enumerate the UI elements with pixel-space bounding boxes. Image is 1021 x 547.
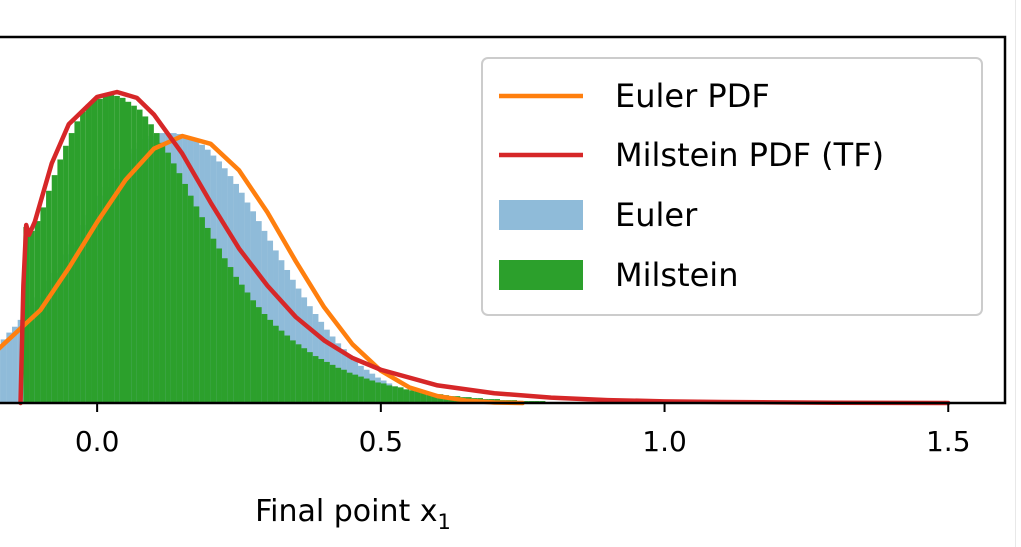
- legend-label-euler: Euler: [615, 196, 698, 234]
- milstein-histogram-bar: [414, 391, 421, 403]
- milstein-histogram-bar: [108, 93, 115, 403]
- milstein-histogram-bar: [312, 356, 319, 403]
- milstein-histogram-bar: [227, 267, 234, 403]
- milstein-histogram-bar: [261, 314, 268, 403]
- euler-histogram-bar: [12, 326, 18, 403]
- milstein-histogram-bar: [324, 361, 330, 403]
- legend-frame: [481, 57, 983, 316]
- x-tick-label: 0.0: [75, 425, 120, 458]
- milstein-histogram-bar: [273, 325, 279, 403]
- milstein-histogram-bar: [182, 183, 188, 403]
- x-tick-label: 0.5: [359, 425, 404, 458]
- x-tick-label: 1.0: [642, 425, 687, 458]
- milstein-histogram-bar: [187, 195, 194, 403]
- milstein-histogram-bar: [136, 109, 143, 404]
- legend-label-euler-pdf: Euler PDF: [615, 77, 770, 115]
- milstein-histogram-bar: [335, 367, 342, 403]
- milstein-histogram-bar: [233, 276, 239, 403]
- x-tick-label: 1.5: [926, 425, 971, 458]
- euler-histogram-bar: [0, 344, 1, 403]
- milstein-histogram-bar: [102, 94, 109, 403]
- milstein-histogram-bar: [216, 248, 222, 403]
- milstein-histogram-bar: [329, 364, 336, 403]
- plot-frame: [0, 35, 1007, 405]
- milstein-histogram-bar: [369, 380, 376, 403]
- milstein-histogram-bar: [397, 387, 404, 403]
- milstein-histogram-bar: [386, 385, 393, 403]
- milstein-histogram-bar: [352, 374, 359, 403]
- euler-histogram-bar: [0, 339, 7, 403]
- milstein-histogram-bar: [295, 344, 302, 403]
- milstein-histogram-bar: [170, 163, 177, 403]
- milstein-histogram-bar: [176, 173, 183, 403]
- milstein-histogram-bar: [193, 206, 200, 403]
- milstein-histogram-bar: [426, 393, 432, 403]
- milstein-pdf-line: [18, 89, 951, 406]
- milstein-histogram-bar: [68, 133, 75, 403]
- milstein-histogram-bar: [284, 335, 291, 403]
- milstein-histogram-bar: [91, 99, 98, 403]
- milstein-histogram-bar: [23, 226, 30, 403]
- milstein-histogram-bar: [392, 386, 398, 403]
- milstein-histogram-bar: [341, 369, 347, 403]
- milstein-histogram-bar: [148, 124, 154, 403]
- x-axis-ticks: 0.0 0.5 1.0 1.5: [75, 403, 971, 458]
- milstein-histogram-bar: [318, 358, 325, 403]
- milstein-histogram-bar: [431, 394, 438, 403]
- milstein-histogram-bar: [307, 352, 313, 403]
- milstein-histogram-bar: [114, 95, 120, 403]
- legend: Euler PDF Milstein PDF (TF) Euler Milste…: [481, 57, 983, 316]
- milstein-histogram-bar: [267, 319, 274, 403]
- milstein-histogram-bar: [199, 217, 205, 403]
- milstein-histogram-bar: [159, 142, 166, 403]
- milstein-histogram-bar: [165, 152, 171, 403]
- milstein-histogram-bar: [290, 340, 296, 403]
- milstein-histogram-bar: [403, 389, 410, 403]
- milstein-histogram-bar: [131, 105, 137, 403]
- x-axis-label: Final point x1: [255, 494, 451, 534]
- milstein-histogram-bar: [409, 390, 415, 403]
- legend-label-milstein: Milstein: [615, 256, 738, 294]
- milstein-histogram-bar: [375, 382, 381, 403]
- milstein-histogram-bar: [363, 378, 370, 403]
- milstein-histogram-bar: [244, 292, 251, 403]
- milstein-histogram-bar: [278, 330, 285, 403]
- milstein-histogram-bar: [380, 383, 387, 403]
- milstein-histogram-bar: [346, 372, 353, 403]
- milstein-histogram-bar: [204, 227, 211, 403]
- legend-handle-milstein: [499, 260, 583, 290]
- milstein-histogram-bar: [142, 116, 149, 404]
- milstein-histogram-bar: [119, 97, 126, 404]
- milstein-histogram-bar: [301, 348, 308, 403]
- milstein-histogram-bar: [125, 101, 132, 403]
- milstein-histogram-bar: [153, 133, 160, 403]
- milstein-histogram-bar: [74, 121, 81, 403]
- page-edge: [1015, 0, 1016, 547]
- euler-pdf-line: [0, 133, 525, 406]
- legend-handle-euler: [499, 200, 583, 230]
- legend-label-milstein-pdf: Milstein PDF (TF): [615, 136, 884, 174]
- milstein-histogram-bar: [250, 300, 257, 403]
- milstein-histogram-bar: [420, 392, 427, 403]
- milstein-histogram-bar: [238, 284, 245, 403]
- milstein-histogram-bar: [210, 238, 217, 403]
- milstein-histogram-bar: [97, 98, 103, 403]
- euler-histogram-bar: [6, 332, 13, 403]
- milstein-histogram-bar: [221, 258, 228, 403]
- milstein-histogram-bar: [80, 111, 86, 403]
- milstein-histogram-bar: [256, 307, 262, 403]
- milstein-histogram: [23, 93, 591, 404]
- milstein-histogram-bar: [358, 376, 364, 403]
- x-axis-label-subscript: 1: [438, 510, 451, 534]
- milstein-histogram-bar: [85, 104, 92, 403]
